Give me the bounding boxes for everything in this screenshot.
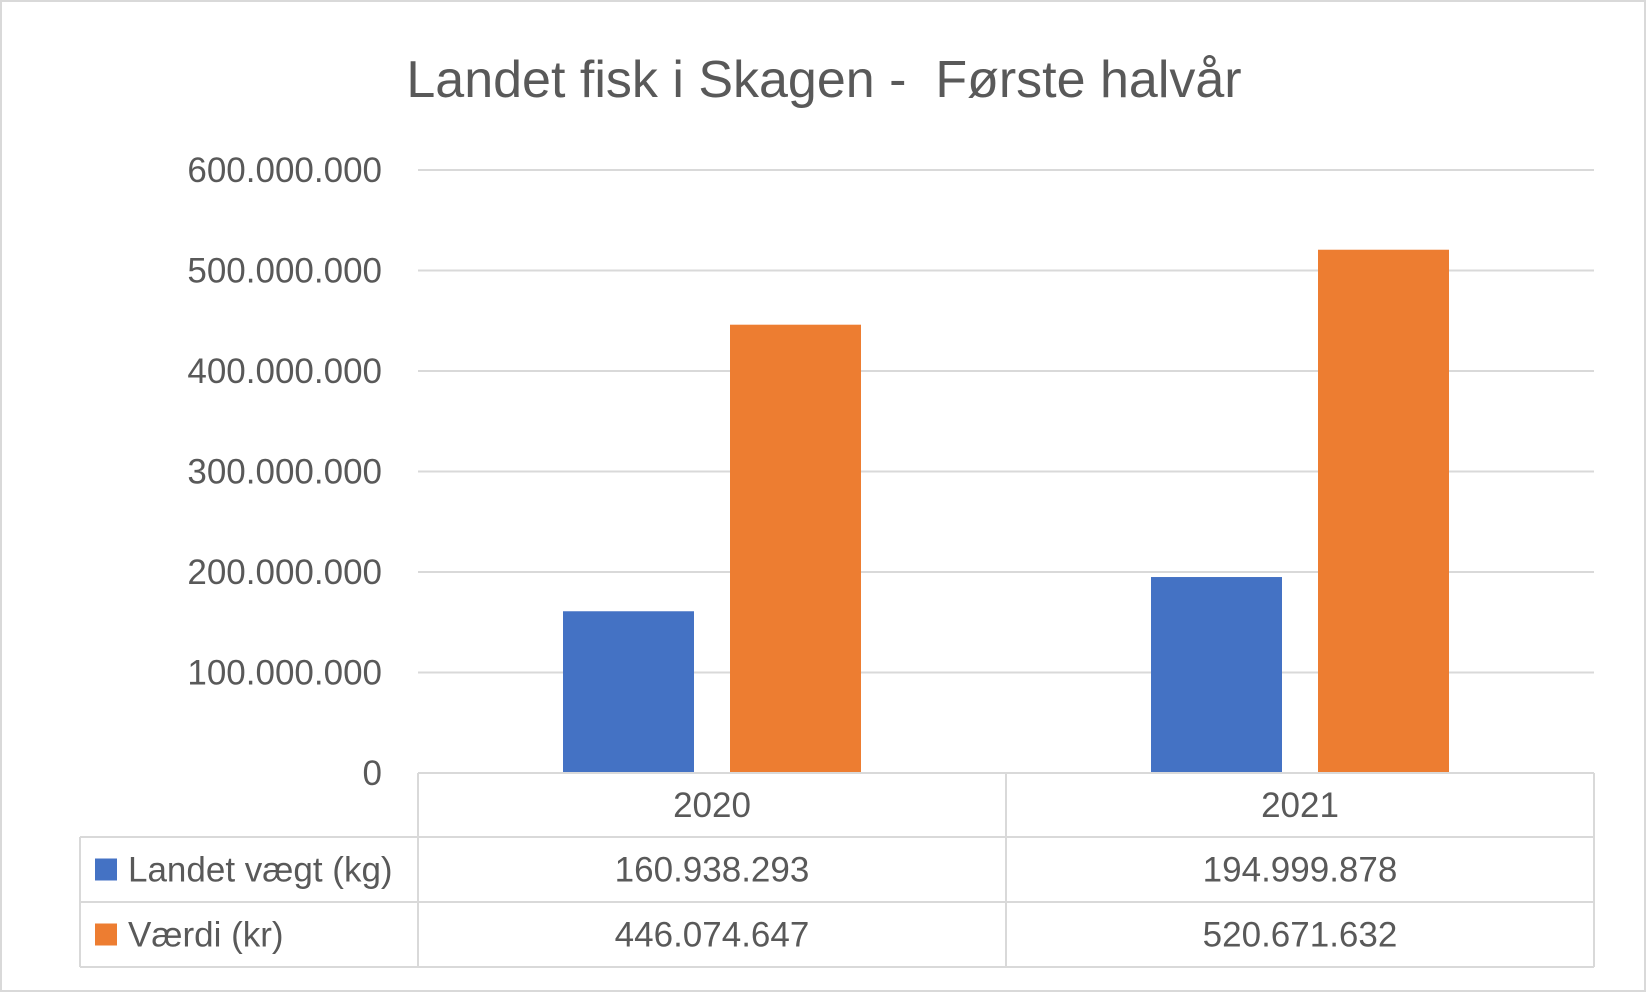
bars <box>563 249 1449 774</box>
category-label: 2021 <box>1261 786 1339 825</box>
y-axis-tick-labels: 0 100.000.000 200.000.000 300.000.000 400.00… <box>187 151 382 793</box>
y-tick-label: 300.000.000 <box>187 453 382 492</box>
series-name: Landet vægt (kg) <box>128 851 393 890</box>
bar <box>730 324 861 773</box>
y-tick-label: 500.000.000 <box>187 252 382 291</box>
legend-key <box>95 858 117 881</box>
data-label: 160.938.293 <box>615 851 810 890</box>
chart-title: Landet fisk i Skagen - Første halvår <box>406 51 1241 109</box>
y-tick-label: 0 <box>363 754 382 793</box>
series-name: Værdi (kr) <box>128 916 284 955</box>
y-tick-label: 200.000.000 <box>187 553 382 592</box>
y-tick-label: 400.000.000 <box>187 352 382 391</box>
data-table: 2020 2021 Landet vægt (kg) 160.938.293 194.9… <box>79 772 1595 968</box>
legend-key <box>95 923 117 946</box>
bar <box>1318 249 1449 774</box>
data-label: 520.671.632 <box>1203 916 1398 955</box>
bar <box>1151 577 1282 773</box>
data-label: 446.074.647 <box>615 916 810 955</box>
bar <box>563 611 694 773</box>
data-label: 194.999.878 <box>1203 851 1398 890</box>
y-tick-label: 100.000.000 <box>187 654 382 693</box>
y-tick-label: 600.000.000 <box>187 151 382 190</box>
category-label: 2020 <box>673 786 751 825</box>
